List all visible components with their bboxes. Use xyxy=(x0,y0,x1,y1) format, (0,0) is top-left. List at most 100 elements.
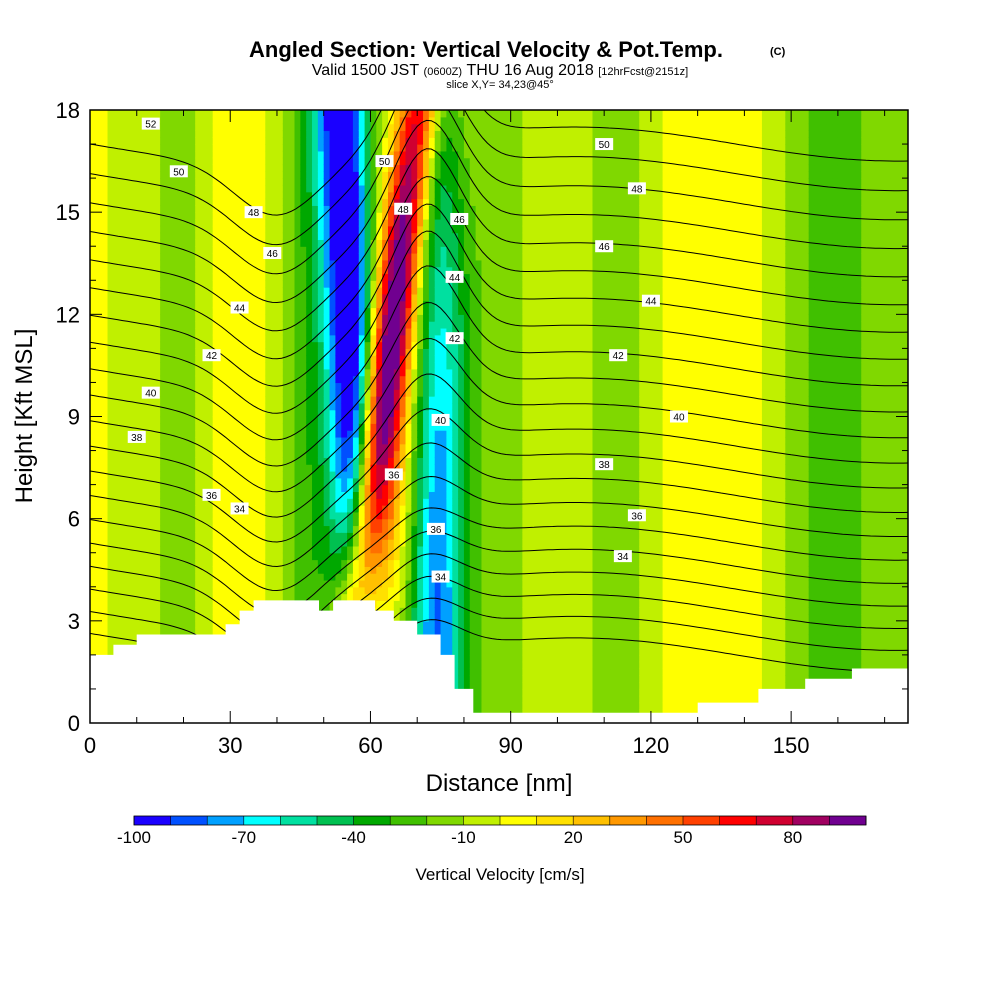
field-cell xyxy=(201,259,208,268)
field-cell xyxy=(393,484,401,493)
field-cell xyxy=(212,470,220,479)
field-cell xyxy=(142,416,150,424)
field-cell xyxy=(288,505,296,513)
field-cell xyxy=(364,164,372,172)
field-cell xyxy=(329,314,336,322)
field-cell xyxy=(130,253,138,261)
field-cell xyxy=(125,409,132,418)
field-cell xyxy=(306,552,313,561)
field-cell xyxy=(130,368,138,377)
field-cell xyxy=(165,491,173,499)
field-cell xyxy=(160,430,167,438)
field-cell xyxy=(393,266,401,275)
field-cell xyxy=(119,116,126,125)
field-cell xyxy=(259,110,266,118)
field-cell xyxy=(212,593,220,601)
field-cell xyxy=(165,150,173,159)
field-cell xyxy=(130,375,138,384)
field-cell xyxy=(160,579,167,588)
field-cell xyxy=(171,368,179,377)
field-cell xyxy=(201,518,208,527)
field-cell xyxy=(253,150,261,159)
field-cell xyxy=(212,334,220,343)
field-cell xyxy=(90,218,97,227)
field-cell xyxy=(352,321,360,329)
field-cell xyxy=(265,150,272,159)
field-cell xyxy=(189,620,196,629)
field-cell xyxy=(130,620,138,629)
field-cell xyxy=(183,491,190,499)
field-cell xyxy=(119,586,126,595)
field-cell xyxy=(364,375,372,384)
field-cell xyxy=(382,293,389,302)
field-cell xyxy=(230,579,237,588)
field-cell xyxy=(306,450,313,458)
field-cell xyxy=(335,184,342,193)
field-cell xyxy=(107,253,114,261)
field-cell xyxy=(335,457,342,465)
field-cell xyxy=(329,484,336,493)
field-cell xyxy=(405,232,412,241)
field-cell xyxy=(206,545,214,554)
field-cell xyxy=(300,198,307,206)
field-cell xyxy=(230,287,237,295)
field-cell xyxy=(247,259,255,268)
field-cell xyxy=(136,327,144,336)
field-cell xyxy=(113,620,120,629)
field-cell xyxy=(376,464,383,472)
field-cell xyxy=(95,293,103,302)
field-cell xyxy=(148,287,155,295)
field-cell xyxy=(195,273,202,281)
field-cell xyxy=(165,600,173,608)
field-cell xyxy=(358,259,366,268)
field-cell xyxy=(230,321,237,329)
field-cell xyxy=(119,266,126,275)
field-cell xyxy=(247,545,255,554)
field-cell xyxy=(130,327,138,336)
field-cell xyxy=(300,464,307,472)
field-cell xyxy=(101,137,109,145)
field-cell xyxy=(323,552,331,561)
field-cell xyxy=(376,287,383,295)
field-cell xyxy=(113,579,120,588)
field-cell xyxy=(405,539,412,547)
field-cell xyxy=(125,559,132,567)
field-cell xyxy=(358,470,366,479)
field-cell xyxy=(230,116,237,125)
field-cell xyxy=(276,511,284,520)
field-cell xyxy=(177,259,185,268)
field-cell xyxy=(312,341,319,349)
field-cell xyxy=(125,532,132,540)
field-cell xyxy=(370,307,377,315)
field-cell xyxy=(90,607,97,615)
field-cell xyxy=(119,259,126,268)
field-cell xyxy=(241,130,249,138)
field-cell xyxy=(148,511,155,520)
field-cell xyxy=(189,600,196,608)
field-cell xyxy=(212,198,220,206)
field-cell xyxy=(101,191,109,200)
field-cell xyxy=(312,511,319,520)
field-cell xyxy=(142,253,150,261)
field-cell xyxy=(113,150,120,159)
field-cell xyxy=(142,184,150,193)
field-cell xyxy=(376,450,383,458)
field-cell xyxy=(411,518,418,527)
field-cell xyxy=(142,402,150,411)
field-cell xyxy=(165,191,173,200)
field-cell xyxy=(399,532,407,540)
field-cell xyxy=(271,375,278,384)
field-cell xyxy=(165,389,173,397)
field-cell xyxy=(306,110,313,118)
field-cell xyxy=(119,321,126,329)
field-cell xyxy=(241,566,249,574)
field-cell xyxy=(294,157,301,166)
field-cell xyxy=(195,123,202,132)
field-cell xyxy=(165,287,173,295)
field-cell xyxy=(306,443,313,452)
field-cell xyxy=(352,382,360,390)
field-cell xyxy=(125,144,132,152)
field-cell xyxy=(352,334,360,343)
field-cell xyxy=(195,368,202,377)
